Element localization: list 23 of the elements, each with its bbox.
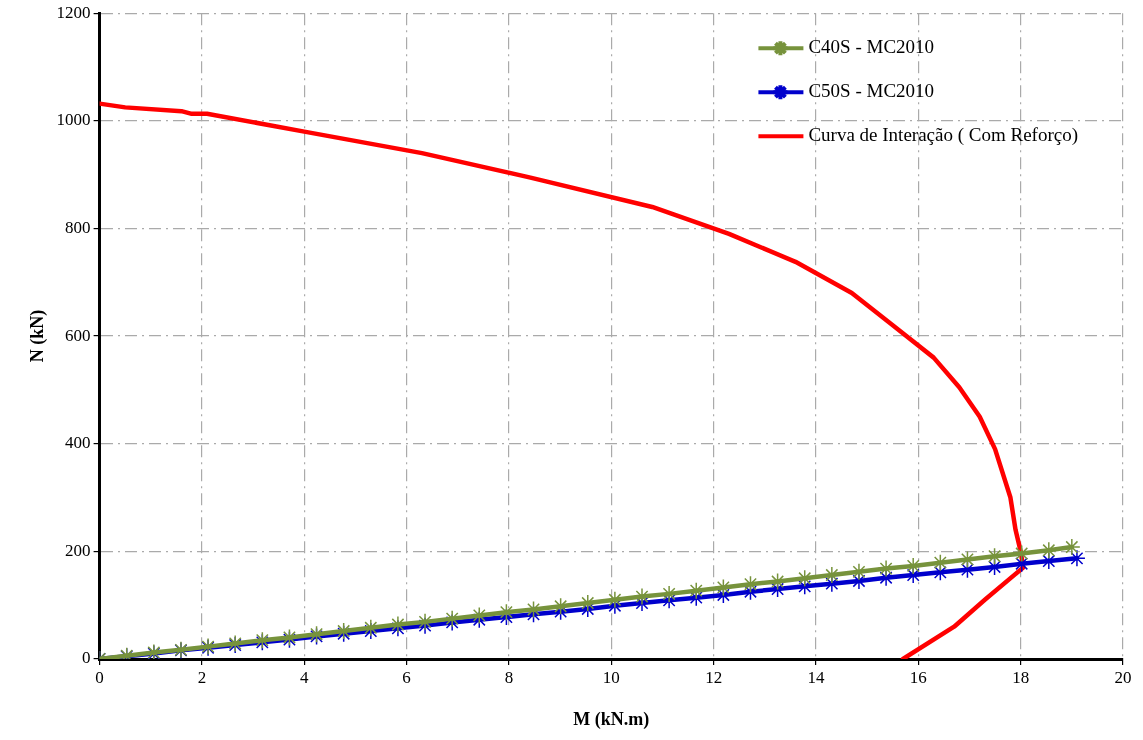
y-tick-label: 1200 [56,2,91,22]
y-tick-label: 200 [65,540,91,560]
x-tick-label: 16 [909,667,927,687]
x-tick-label: 14 [807,667,825,687]
x-tick-label: 0 [95,667,104,687]
x-axis-title: M (kN.m) [573,708,650,730]
x-tick-label: 8 [504,667,514,687]
x-tick-label: 12 [705,667,723,687]
x-tick-label: 6 [402,667,411,687]
y-axis-title: N (kN) [27,309,49,363]
y-tick-label: 600 [65,325,91,345]
x-tick-label: 20 [1114,667,1132,687]
x-tick-label: 2 [197,667,207,687]
legend-label: C40S - MC2010 [808,36,935,58]
y-tick-label: 400 [65,433,91,453]
legend-label: Curva de Interação ( Com Reforço) [808,124,1079,147]
legend-label: C50S - MC2010 [808,80,935,102]
y-tick-label: 0 [82,648,91,668]
x-tick-label: 4 [300,667,310,687]
x-tick-label: 18 [1012,667,1030,687]
y-tick-label: 800 [65,217,91,237]
x-tick-label: 10 [602,667,620,687]
y-tick-label: 1000 [56,110,91,130]
